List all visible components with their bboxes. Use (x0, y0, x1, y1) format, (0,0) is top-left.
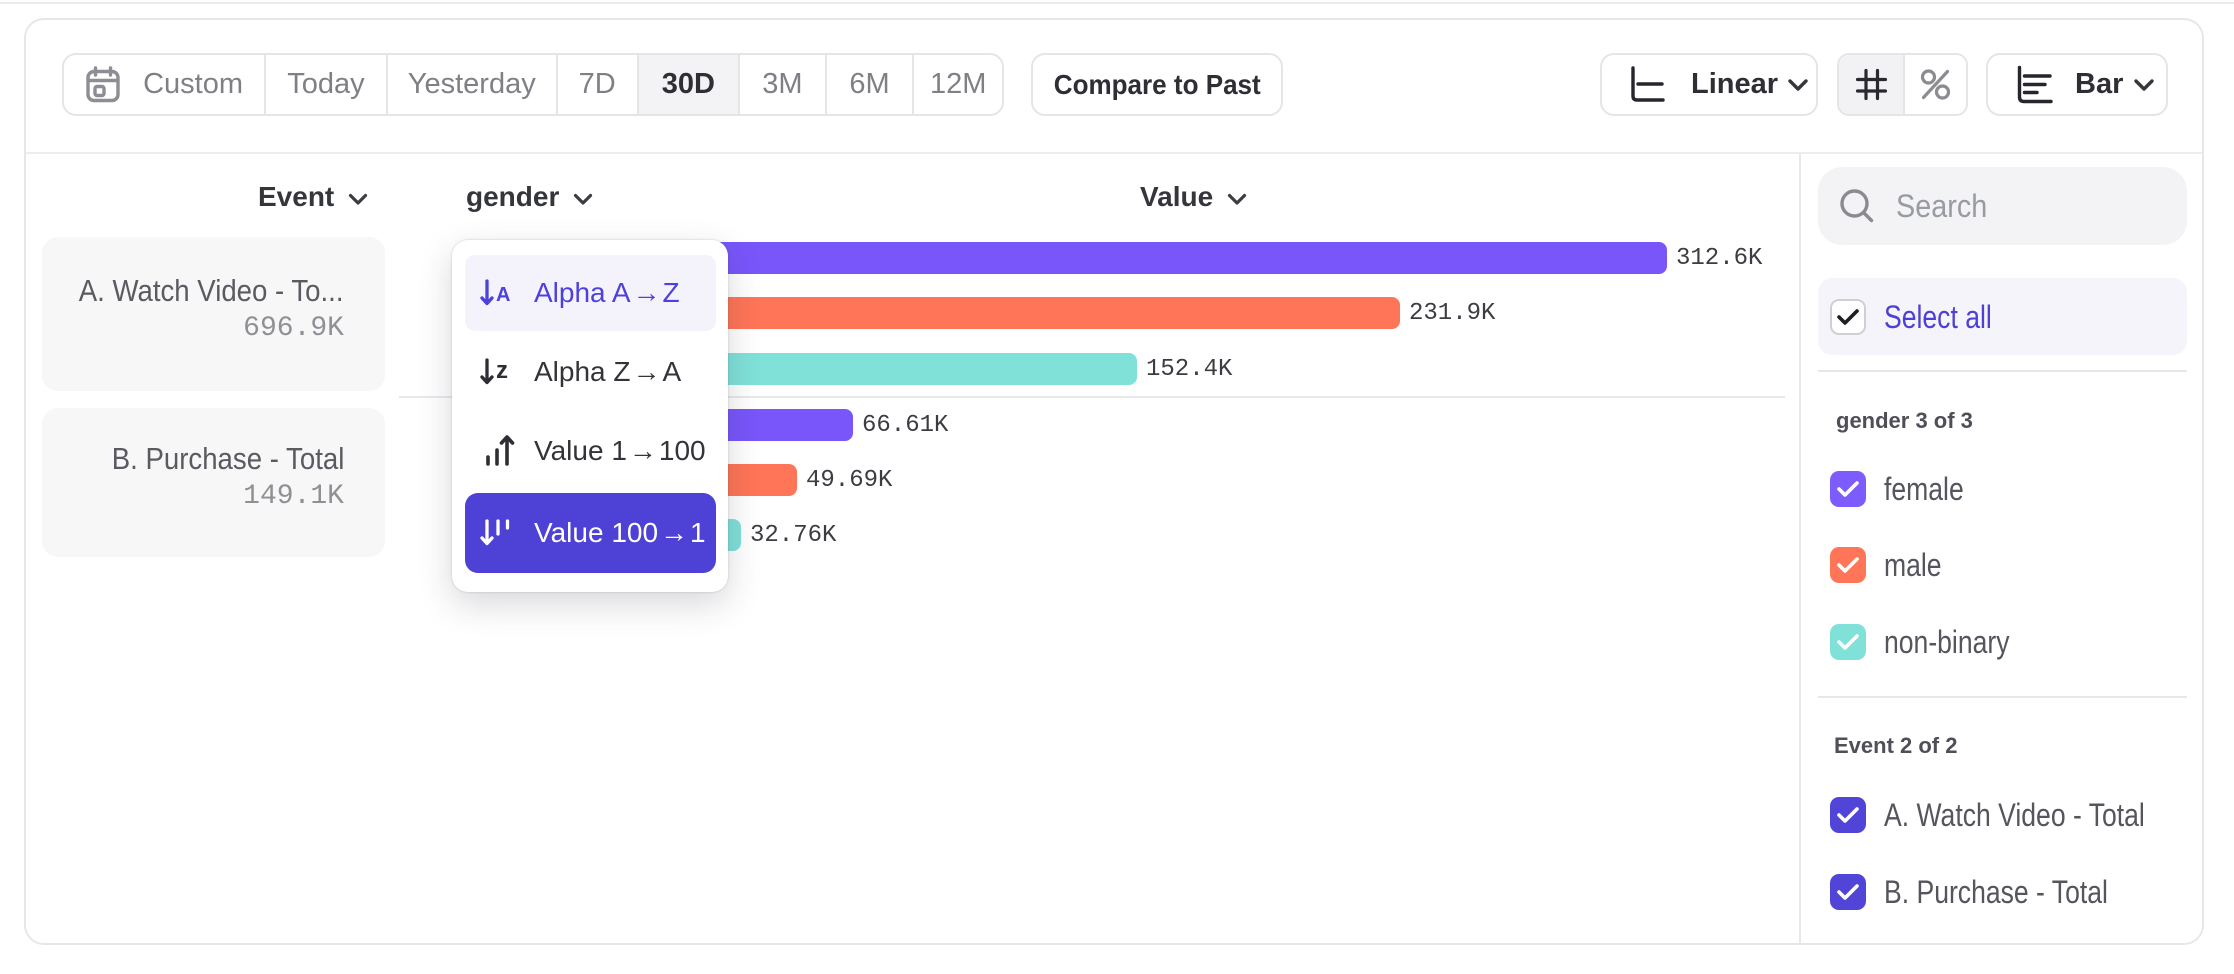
svg-text:z: z (496, 357, 508, 384)
svg-text:A: A (496, 284, 510, 306)
